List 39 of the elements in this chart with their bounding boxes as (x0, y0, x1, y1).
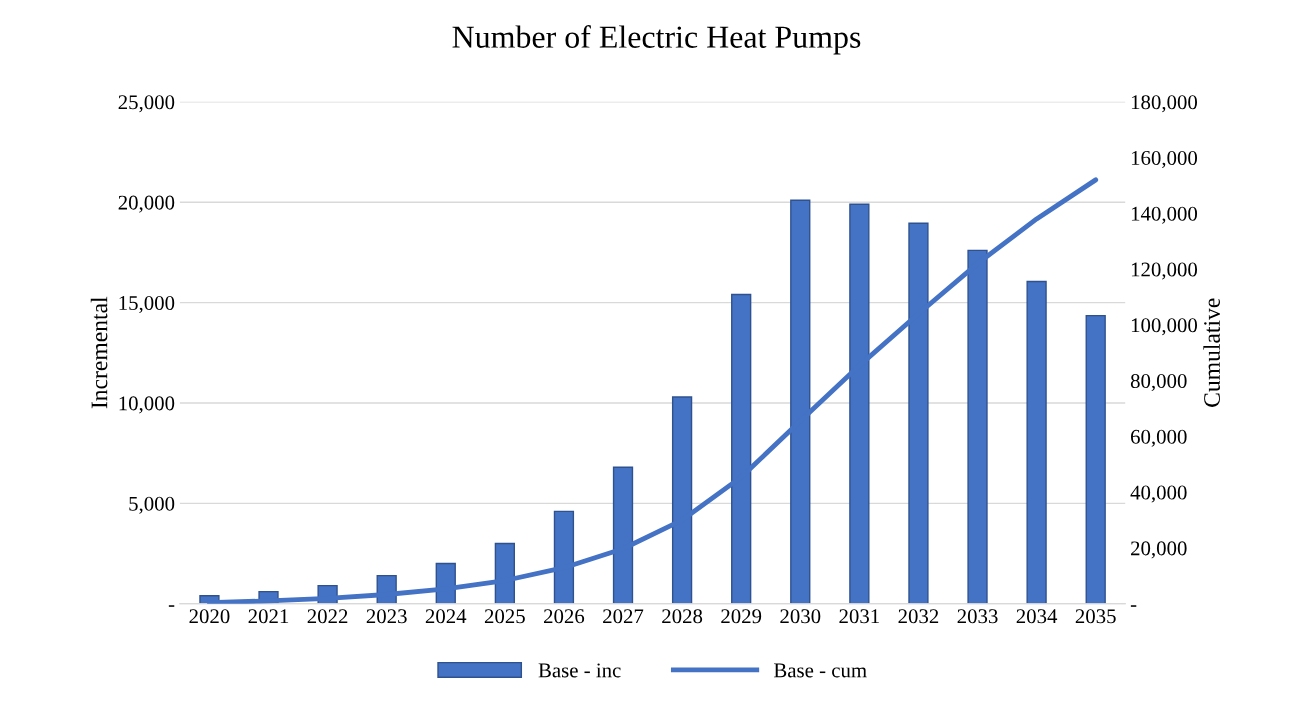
x-tick-label: 2028 (662, 609, 703, 624)
y2-tick-label: 40,000 (1130, 485, 1187, 503)
y-tick-label: 10,000 (119, 396, 175, 414)
x-tick-label: 2023 (366, 609, 407, 624)
x-tick-label: 2031 (839, 609, 879, 624)
y-tick-label: 5,000 (129, 496, 175, 514)
y-tick-label: 20,000 (118, 195, 175, 213)
bar (1085, 314, 1106, 604)
y-axis-title: Incremental (90, 296, 108, 409)
x-tick-label: 2026 (544, 609, 585, 624)
x-tick-label: 2034 (1016, 609, 1058, 624)
x-tick-label: 2033 (957, 609, 998, 624)
y2-tick-label: - (1130, 605, 1137, 607)
y2-tick-label: 60,000 (1131, 429, 1187, 447)
x-tick-label: 2027 (603, 609, 644, 624)
x-tick-label: 2025 (484, 609, 525, 624)
y2-tick-label: 80,000 (1130, 374, 1187, 392)
legend-label: Base - inc (538, 663, 621, 678)
y2-tick-label: 180,000 (1131, 95, 1198, 113)
x-tick-label: 2021 (248, 609, 289, 624)
x-tick-label: 2029 (721, 609, 762, 624)
y-tick-label: - (168, 605, 175, 607)
y2-tick-label: 20,000 (1131, 541, 1187, 559)
y-tick-label: 15,000 (119, 295, 175, 314)
bar (1026, 280, 1047, 604)
x-tick-label: 2035 (1075, 609, 1116, 624)
x-tick-label: 2032 (898, 609, 939, 624)
x-tick-label: 2024 (425, 609, 467, 624)
y2-tick-label: 160,000 (1131, 150, 1198, 169)
y2-tick-label: 140,000 (1131, 206, 1198, 224)
x-tick-label: 2022 (307, 609, 348, 624)
y2-tick-label: 100,000 (1131, 318, 1198, 336)
y-tick-label: 25,000 (118, 95, 175, 113)
x-tick-label: 2030 (780, 609, 821, 624)
chart-title: Number of Electric Heat Pumps (452, 25, 861, 55)
x-tick-label: 2020 (189, 609, 230, 624)
y2-tick-label: 120,000 (1131, 262, 1198, 280)
legend-label: Base - cum (773, 663, 867, 678)
y2-axis-title: Cumulative (1203, 298, 1220, 407)
